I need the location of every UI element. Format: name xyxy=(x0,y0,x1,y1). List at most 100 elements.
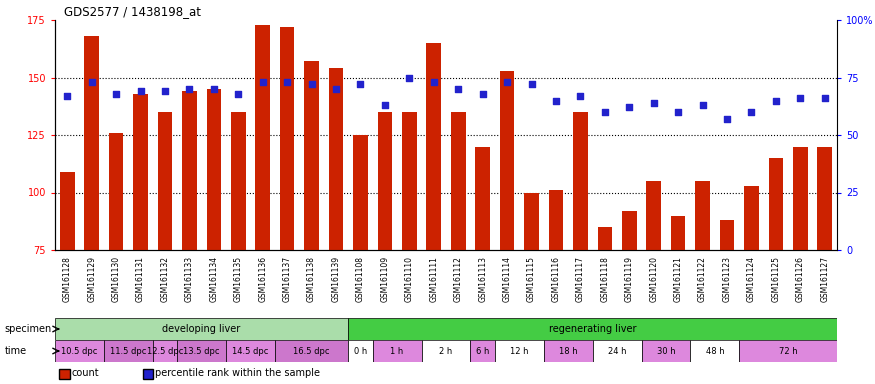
Bar xyxy=(475,147,490,250)
Bar xyxy=(373,341,422,362)
Bar xyxy=(182,91,197,250)
Text: 0 h: 0 h xyxy=(354,346,367,356)
Bar xyxy=(402,112,416,250)
Bar xyxy=(329,68,343,250)
Point xyxy=(158,88,172,94)
Bar xyxy=(280,27,295,250)
Bar xyxy=(304,61,318,250)
Point xyxy=(60,93,74,99)
Text: 16.5 dpc: 16.5 dpc xyxy=(293,346,330,356)
Point xyxy=(671,109,685,115)
Bar xyxy=(354,135,367,250)
Bar xyxy=(55,318,348,339)
Bar xyxy=(104,341,153,362)
Text: 12.5 dpc: 12.5 dpc xyxy=(147,346,183,356)
Point xyxy=(182,86,196,92)
Text: developing liver: developing liver xyxy=(163,324,241,334)
Bar xyxy=(543,341,592,362)
Bar xyxy=(231,112,246,250)
Text: count: count xyxy=(72,368,99,378)
Bar xyxy=(378,112,392,250)
Bar xyxy=(768,158,783,250)
Point xyxy=(402,74,416,81)
Point xyxy=(134,88,148,94)
Bar xyxy=(549,190,564,250)
Text: 10.5 dpc: 10.5 dpc xyxy=(61,346,98,356)
Point xyxy=(427,79,441,85)
Point xyxy=(794,95,808,101)
Text: 72 h: 72 h xyxy=(779,346,797,356)
Text: specimen: specimen xyxy=(4,324,52,334)
Text: 1 h: 1 h xyxy=(390,346,403,356)
Text: 14.5 dpc: 14.5 dpc xyxy=(233,346,269,356)
Bar xyxy=(133,94,148,250)
Point xyxy=(452,86,466,92)
Point xyxy=(769,98,783,104)
Point xyxy=(622,104,636,111)
Point xyxy=(696,102,710,108)
Text: regenerating liver: regenerating liver xyxy=(549,324,636,334)
Bar xyxy=(641,341,690,362)
Point xyxy=(280,79,294,85)
Point xyxy=(85,79,99,85)
Point xyxy=(378,102,392,108)
Text: 18 h: 18 h xyxy=(559,346,578,356)
Point xyxy=(109,91,123,97)
Point xyxy=(329,86,343,92)
Text: 6 h: 6 h xyxy=(476,346,489,356)
Bar xyxy=(158,112,172,250)
Bar xyxy=(422,341,471,362)
Text: 12 h: 12 h xyxy=(510,346,528,356)
Point xyxy=(647,100,661,106)
Point xyxy=(354,81,367,88)
Point xyxy=(524,81,538,88)
Point xyxy=(549,98,563,104)
Bar xyxy=(55,341,104,362)
Point xyxy=(573,93,587,99)
Text: time: time xyxy=(4,346,26,356)
Bar xyxy=(671,215,685,250)
Point xyxy=(745,109,759,115)
Bar xyxy=(690,341,739,362)
Text: 11.5 dpc: 11.5 dpc xyxy=(110,346,146,356)
Bar xyxy=(495,341,543,362)
Bar xyxy=(592,341,641,362)
Point xyxy=(304,81,318,88)
Bar xyxy=(348,341,373,362)
Point xyxy=(255,79,270,85)
Point xyxy=(206,86,220,92)
Bar xyxy=(451,112,466,250)
Bar xyxy=(426,43,441,250)
Text: 13.5 dpc: 13.5 dpc xyxy=(184,346,220,356)
Text: percentile rank within the sample: percentile rank within the sample xyxy=(155,368,319,378)
Point xyxy=(500,79,514,85)
Point xyxy=(720,116,734,122)
Bar xyxy=(622,211,637,250)
Bar xyxy=(720,220,734,250)
Bar xyxy=(744,185,759,250)
Text: 24 h: 24 h xyxy=(608,346,626,356)
Text: 30 h: 30 h xyxy=(656,346,676,356)
Bar xyxy=(206,89,221,250)
Text: GDS2577 / 1438198_at: GDS2577 / 1438198_at xyxy=(64,5,200,18)
Bar xyxy=(226,341,275,362)
Point xyxy=(476,91,490,97)
Bar xyxy=(817,147,832,250)
Point xyxy=(231,91,245,97)
Text: 48 h: 48 h xyxy=(705,346,724,356)
Bar xyxy=(647,181,661,250)
Bar xyxy=(598,227,612,250)
Bar xyxy=(471,341,495,362)
Bar xyxy=(524,192,539,250)
Bar xyxy=(60,172,74,250)
Bar xyxy=(348,318,837,339)
Bar xyxy=(696,181,710,250)
Text: 2 h: 2 h xyxy=(439,346,452,356)
Bar xyxy=(573,112,588,250)
Bar xyxy=(108,133,123,250)
Point xyxy=(598,109,612,115)
Bar xyxy=(177,341,226,362)
Bar xyxy=(739,341,837,362)
Bar xyxy=(793,147,808,250)
Bar xyxy=(275,341,348,362)
